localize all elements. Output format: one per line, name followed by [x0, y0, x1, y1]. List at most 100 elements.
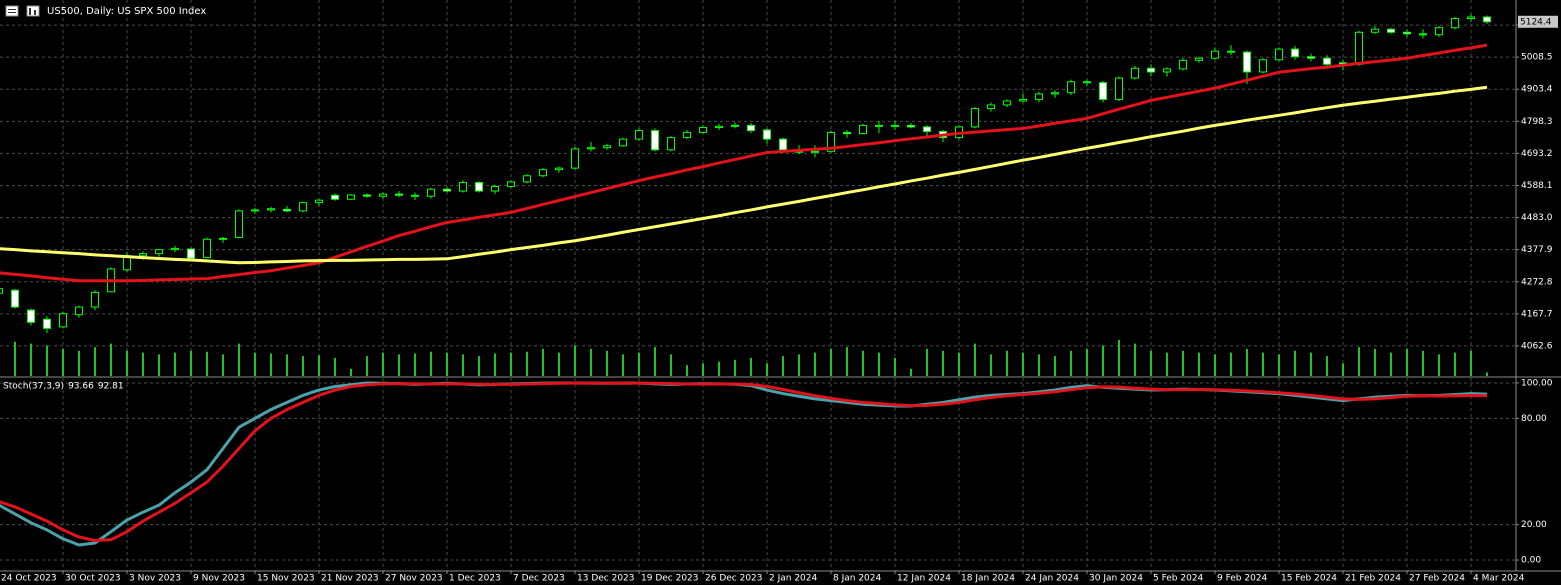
icon-line	[8, 9, 16, 10]
candle-body	[571, 148, 579, 169]
volume-bar	[1422, 350, 1424, 376]
volume-bar	[1150, 350, 1152, 376]
volume-bar	[958, 352, 960, 376]
candle-body	[507, 181, 515, 187]
candle-body	[1483, 16, 1491, 23]
x-tick-label: 24 Jan 2024	[1025, 574, 1079, 584]
chart-title: US500, Daily: US SPX 500 Index	[47, 6, 206, 17]
candle-body	[603, 145, 611, 149]
candle-body	[331, 194, 339, 200]
volume-bar	[702, 363, 704, 376]
candle-body	[91, 291, 99, 308]
candle-body	[1067, 81, 1075, 94]
x-tick-label: 21 Feb 2024	[1345, 574, 1401, 584]
volume-bar	[398, 354, 400, 376]
candle-body	[619, 138, 627, 147]
volume-bar	[30, 343, 32, 376]
x-tick-label: 15 Feb 2024	[1281, 574, 1337, 584]
volume-bar	[1278, 354, 1280, 376]
volume-bar	[382, 352, 384, 376]
volume-bar	[1342, 363, 1344, 376]
volume-bar	[1134, 343, 1136, 376]
volume-bar	[1102, 345, 1104, 376]
candle-body	[1115, 77, 1123, 100]
candle-body	[1099, 82, 1107, 100]
candle-body	[539, 169, 547, 177]
candle-body	[1355, 31, 1363, 65]
x-tick-label: 24 Oct 2023	[1, 574, 57, 584]
volume-bar	[1310, 352, 1312, 376]
volume-bar	[910, 368, 912, 376]
data-layer	[0, 13, 1491, 547]
price-tag-box	[1518, 15, 1558, 28]
y-tick-label: 4798.3	[1521, 117, 1553, 127]
candle-body	[811, 150, 819, 153]
volume-bar	[542, 349, 544, 376]
candle-body	[1467, 16, 1475, 20]
volume-bar	[926, 349, 928, 376]
volume-bar	[1246, 349, 1248, 376]
volume-bar	[510, 352, 512, 376]
volume-bar	[1374, 349, 1376, 376]
y-tick-label: 4167.7	[1521, 309, 1553, 319]
candle-body	[731, 124, 739, 127]
candle-body	[1163, 68, 1171, 73]
volume-bar	[414, 353, 416, 376]
volume-bar	[174, 352, 176, 376]
volume-bar	[1086, 349, 1088, 376]
x-tick-label: 30 Jan 2024	[1089, 574, 1143, 584]
volume-bar	[1390, 352, 1392, 376]
price-tag: 5124.4	[1520, 17, 1552, 27]
candle-body	[235, 210, 243, 238]
volume-bar	[1358, 347, 1360, 376]
candle-body	[987, 104, 995, 110]
volume-bar	[862, 350, 864, 376]
volume-bar	[526, 351, 528, 376]
candle-body	[347, 194, 355, 200]
candle-body	[683, 131, 691, 139]
icon-bar	[29, 8, 31, 15]
x-tick-label: 13 Dec 2023	[577, 574, 635, 584]
candle-body	[459, 181, 467, 192]
x-tick-label: 2 Jan 2024	[769, 574, 817, 584]
y-tick-label: 4693.2	[1521, 149, 1553, 159]
candle-body	[699, 127, 707, 133]
candle-body	[859, 124, 867, 135]
volume-bar	[878, 352, 880, 376]
candle-body	[1307, 56, 1315, 59]
indicator-title: Stoch(37,3,9)	[3, 382, 64, 392]
candle-body	[43, 318, 51, 329]
volume-bar	[750, 358, 752, 376]
volume-bar	[606, 350, 608, 376]
candle-body	[971, 108, 979, 128]
x-tick-label: 26 Dec 2023	[705, 574, 763, 584]
x-tick-label: 8 Jan 2024	[833, 574, 881, 584]
candle-body	[715, 125, 723, 129]
volume-bar	[222, 354, 224, 376]
x-tick-label: 27 Nov 2023	[385, 574, 443, 584]
candle-body	[1275, 48, 1283, 61]
volume-bar	[1470, 350, 1472, 376]
candle-body	[1227, 50, 1235, 53]
volume-bar	[1486, 372, 1488, 376]
volume-bar	[142, 352, 144, 376]
volume-bar	[1406, 349, 1408, 376]
candle-body	[1243, 51, 1251, 73]
icon-line	[8, 12, 16, 13]
candle-body	[1019, 98, 1027, 102]
volume-bar	[622, 354, 624, 376]
icon-bars	[26, 5, 40, 17]
candle-body	[1259, 59, 1267, 73]
volume-bar	[238, 343, 240, 376]
volume-bar	[190, 350, 192, 376]
volume-bar	[1006, 350, 1008, 376]
candle-body	[907, 124, 915, 128]
candle-body	[779, 138, 787, 151]
volume-bar	[1054, 356, 1056, 376]
candle-body	[427, 188, 435, 197]
y-tick-label: 0.00	[1521, 556, 1541, 566]
candle-body	[1291, 48, 1299, 58]
x-tick-label: 21 Nov 2023	[321, 574, 379, 584]
candle-body	[155, 249, 163, 255]
